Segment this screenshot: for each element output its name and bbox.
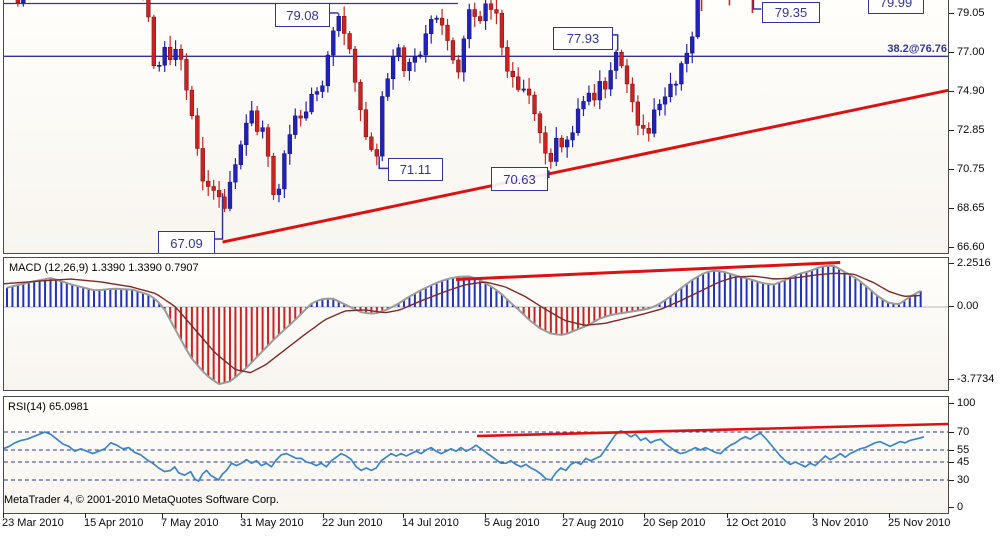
axis-tick (949, 432, 954, 433)
price-chart-panel[interactable]: 38.2@76.76 79.08 77.93 79.35 79.99 71.11 70.6… (3, 0, 949, 254)
axis-tick (949, 247, 954, 248)
axis-tick (949, 263, 954, 264)
price-label-connector (610, 34, 619, 51)
date-tick (727, 513, 728, 518)
macd-chart[interactable] (4, 258, 948, 390)
date-label: 31 May 2010 (240, 517, 304, 529)
fib-retracement-label: 38.2@76.76 (887, 43, 947, 55)
date-tick (323, 513, 324, 518)
axis-tick (949, 91, 954, 92)
date-tick (889, 513, 890, 518)
price-label[interactable]: 67.09 (158, 231, 215, 253)
date-tick (241, 513, 242, 518)
macd-histogram (5, 265, 922, 385)
axis-tick (949, 130, 954, 131)
rsi-line (4, 429, 925, 483)
axis-tick (949, 13, 954, 14)
date-label: 20 Sep 2010 (643, 517, 706, 529)
date-tick (563, 513, 564, 518)
price-label-connector (213, 193, 224, 240)
price-label[interactable]: 79.99 (868, 0, 924, 14)
axis-tick (949, 450, 954, 451)
axis-tick-label: 77.00 (957, 46, 985, 58)
date-label: 23 Mar 2010 (2, 517, 64, 529)
axis-tick (949, 462, 954, 463)
axis-tick-label: 0.00 (957, 300, 979, 312)
macd-indicator-panel[interactable]: MACD (12,26,9) 1.3390 1.3390 0.7907 (3, 257, 949, 391)
date-tick (3, 513, 4, 518)
axis-tick (949, 403, 954, 404)
axis-tick (949, 507, 954, 508)
date-label: 3 Nov 2010 (812, 517, 869, 529)
axis-tick-label: 30 (957, 474, 970, 486)
date-tick (85, 513, 86, 518)
axis-tick (949, 379, 954, 380)
axis-tick-label: 74.90 (957, 85, 985, 97)
axis-tick-label: 72.85 (957, 124, 985, 136)
date-label: 12 Oct 2010 (726, 517, 786, 529)
price-label[interactable]: 77.93 (553, 27, 613, 50)
axis-tick-label: 45 (957, 456, 970, 468)
axis-tick-label: 100 (957, 397, 976, 409)
axis-tick-label: 79.05 (957, 7, 985, 19)
date-tick (485, 513, 486, 518)
axis-tick (949, 480, 954, 481)
axis-tick-label: 68.65 (957, 202, 985, 214)
rsi-indicator-label: RSI(14) 65.0981 (8, 401, 89, 413)
macd-signal-line (4, 272, 922, 374)
rsi-chart[interactable] (4, 397, 948, 513)
date-label: 14 Jul 2010 (402, 517, 459, 529)
macd-trendline[interactable] (455, 261, 841, 281)
macd-line (6, 264, 922, 386)
date-tick (403, 513, 404, 518)
axis-tick-label: 0 (957, 501, 964, 513)
price-label[interactable]: 79.08 (275, 3, 330, 27)
date-tick (644, 513, 645, 518)
date-label: 22 Jun 2010 (322, 517, 383, 529)
axis-tick-label: 55 (957, 444, 970, 456)
axis-tick (949, 306, 954, 307)
price-label[interactable]: 70.63 (491, 167, 548, 191)
price-trendline[interactable] (222, 88, 948, 244)
date-tick (813, 513, 814, 518)
axis-tick-label: 70 (957, 426, 970, 438)
date-label: 5 Aug 2010 (484, 517, 540, 529)
axis-tick-label: 70.75 (957, 163, 985, 175)
rsi-trendline[interactable] (476, 422, 948, 438)
rsi-indicator-panel[interactable]: RSI(14) 65.0981 (3, 396, 949, 514)
macd-indicator-label: MACD (12,26,9) 1.3390 1.3390 0.7907 (9, 262, 199, 274)
candlestick-chart[interactable] (4, 0, 948, 253)
date-label: 27 Aug 2010 (562, 517, 624, 529)
axis-tick (949, 208, 954, 209)
price-label[interactable]: 79.35 (762, 2, 820, 23)
axis-tick-label: 2.2516 (957, 257, 991, 269)
copyright-text: MetaTrader 4, © 2001-2010 MetaQuotes Sof… (4, 494, 279, 506)
date-label: 25 Nov 2010 (888, 517, 951, 529)
price-label[interactable]: 71.11 (388, 158, 443, 181)
axis-tick (949, 52, 954, 53)
price-label-connector (752, 0, 762, 10)
date-tick (162, 513, 163, 518)
price-label-connector (378, 156, 389, 170)
date-label: 7 May 2010 (161, 517, 219, 529)
axis-tick-label: -3.7734 (957, 373, 995, 385)
axis-tick-label: 66.60 (957, 241, 985, 253)
date-label: 15 Apr 2010 (84, 517, 144, 529)
axis-tick (949, 169, 954, 170)
candles (15, 0, 700, 213)
